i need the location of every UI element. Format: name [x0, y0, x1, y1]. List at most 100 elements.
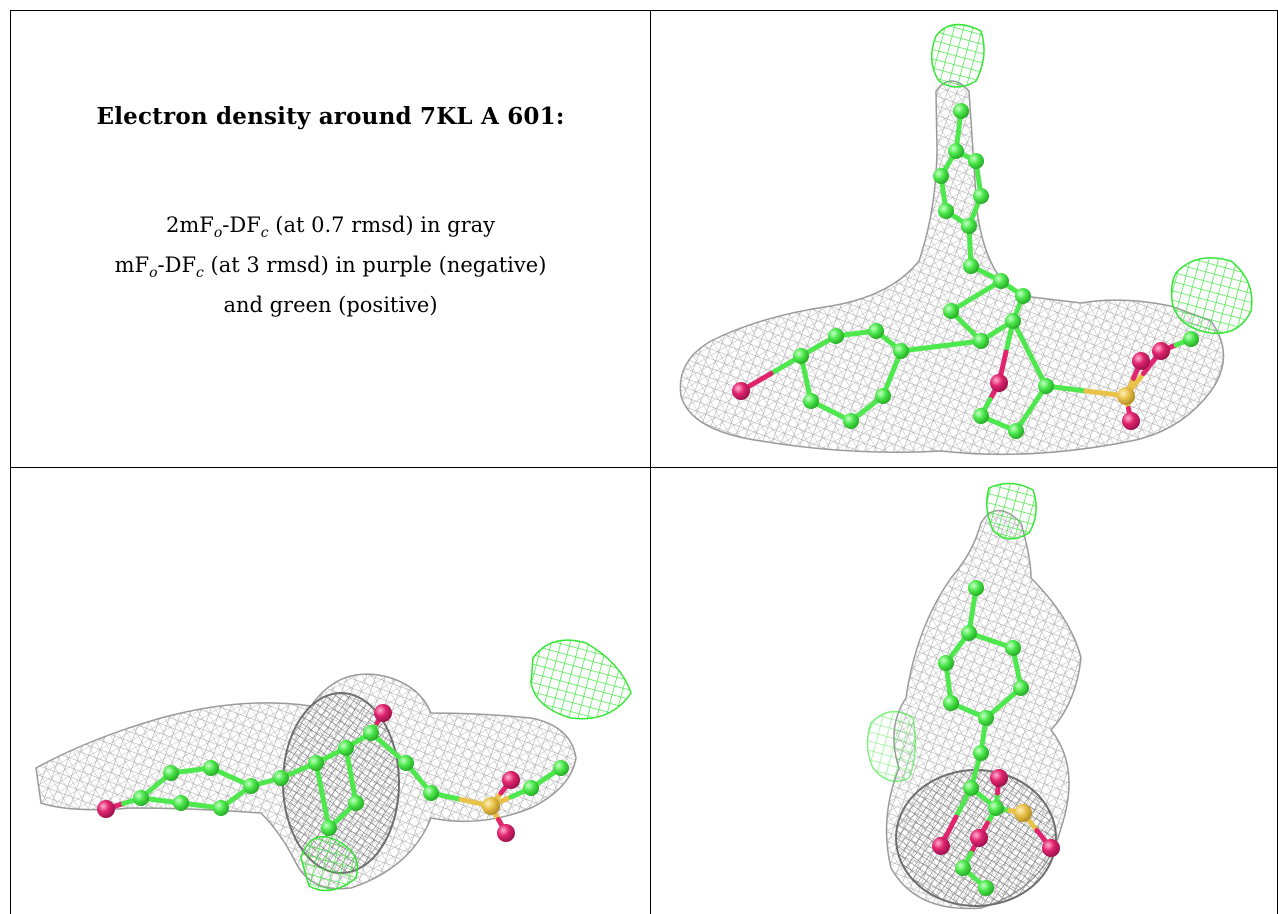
carbon-atom: [893, 343, 909, 359]
legend-text: -DF: [222, 213, 261, 237]
carbon-atom: [793, 348, 809, 364]
legend-line-difference: mFo-DFc (at 3 rmsd) in purple (negative): [11, 249, 650, 289]
caption-title: Electron density around 7KL A 601:: [96, 103, 565, 130]
legend-text: (at 3 rmsd) in purple (negative): [203, 253, 547, 278]
legend-line-positive: and green (positive): [223, 293, 438, 318]
table-border-top: [10, 10, 1278, 11]
caption-legend: 2mFo-DFc (at 0.7 rmsd) in gray mFo-DFc (…: [11, 209, 650, 321]
carbon-atom: [948, 143, 964, 159]
green-positive-mesh: [930, 23, 1253, 335]
carbon-atom: [973, 408, 989, 424]
carbon-atom: [273, 770, 289, 786]
carbon-atom: [943, 695, 959, 711]
oxygen-atom: [732, 382, 750, 400]
sulfur-atom: [1014, 804, 1032, 822]
carbon-atom: [828, 328, 844, 344]
oxygen-atom: [1042, 839, 1060, 857]
carbon-atom: [163, 765, 179, 781]
legend-text: mF: [114, 253, 150, 278]
carbon-atom: [953, 103, 969, 119]
molecule-render-side-view: [35, 639, 632, 892]
carbon-atom: [973, 188, 989, 204]
legend-subscript: o: [213, 225, 223, 242]
caption-cell: Electron density around 7KL A 601: 2mFo-…: [11, 11, 650, 467]
carbon-atom: [978, 880, 994, 896]
atom-spheres: [732, 103, 1199, 439]
carbon-atom: [321, 820, 337, 836]
density-panel-end-view: [651, 468, 1277, 914]
legend-line-gray: 2mFo-DFc (at 0.7 rmsd) in gray: [11, 209, 650, 249]
legend-subscript: o: [149, 265, 158, 282]
carbon-atom: [993, 273, 1009, 289]
legend-text: -DF: [157, 253, 197, 278]
carbon-atom: [868, 323, 884, 339]
carbon-atom: [875, 388, 891, 404]
carbon-atom: [968, 580, 984, 596]
oxygen-atom: [1132, 352, 1150, 370]
carbon-atom: [963, 780, 979, 796]
carbon-atom: [961, 625, 977, 641]
sulfur-atom: [1117, 387, 1135, 405]
density-panel-top-view: [651, 11, 1277, 467]
carbon-atom: [973, 745, 989, 761]
carbon-atom: [308, 755, 324, 771]
oxygen-atom: [97, 800, 115, 818]
atom-spheres: [97, 704, 569, 842]
carbon-atom: [1183, 331, 1199, 347]
carbon-atom: [973, 333, 989, 349]
carbon-atom: [1005, 313, 1021, 329]
molecule-render-end-view: [866, 482, 1082, 910]
carbon-atom: [338, 740, 354, 756]
carbon-atom: [1008, 423, 1024, 439]
oxygen-atom: [374, 704, 392, 722]
carbon-atom: [348, 795, 364, 811]
carbon-atom: [1038, 378, 1054, 394]
legend-subscript: c: [260, 225, 269, 242]
oxygen-atom: [1122, 412, 1140, 430]
carbon-atom: [843, 413, 859, 429]
carbon-atom: [523, 780, 539, 796]
oxygen-atom: [502, 771, 520, 789]
carbon-atom: [553, 760, 569, 776]
carbon-atom: [933, 168, 949, 184]
green-positive-mesh: [300, 639, 632, 892]
carbon-atom: [1005, 640, 1021, 656]
carbon-atom: [203, 760, 219, 776]
carbon-atom: [938, 655, 954, 671]
oxygen-atom: [970, 829, 988, 847]
gray-density-mesh: [679, 80, 1225, 456]
carbon-atom: [213, 800, 229, 816]
carbon-atom: [963, 258, 979, 274]
oxygen-atom: [990, 374, 1008, 392]
carbon-atom: [243, 778, 259, 794]
legend-text: (at 0.7 rmsd) in gray: [268, 213, 496, 237]
carbon-atom: [133, 790, 149, 806]
carbon-atom: [978, 710, 994, 726]
carbon-atom: [955, 860, 971, 876]
carbon-atom: [968, 153, 984, 169]
carbon-atom: [943, 303, 959, 319]
oxygen-atom: [497, 824, 515, 842]
table-column-divider: [650, 10, 651, 914]
carbon-atom: [803, 393, 819, 409]
carbon-atom: [988, 800, 1004, 816]
atom-spheres: [932, 580, 1060, 896]
carbon-atom: [1013, 680, 1029, 696]
oxygen-atom: [990, 769, 1008, 787]
carbon-atom: [398, 755, 414, 771]
carbon-atom: [1015, 288, 1031, 304]
carbon-atom: [961, 218, 977, 234]
table-border-left: [10, 10, 11, 914]
carbon-atom: [173, 795, 189, 811]
oxygen-atom: [1152, 342, 1170, 360]
carbon-atom: [938, 203, 954, 219]
legend-subscript: c: [196, 265, 204, 282]
sulfur-atom: [482, 797, 500, 815]
table-row-divider: [10, 467, 1278, 468]
density-panel-side-view: [11, 468, 650, 914]
oxygen-atom: [932, 837, 950, 855]
molecule-render-top-view: [679, 23, 1253, 456]
figure-table: Electron density around 7KL A 601: 2mFo-…: [10, 10, 1278, 914]
green-positive-mesh: [866, 482, 1037, 783]
carbon-atom: [363, 725, 379, 741]
